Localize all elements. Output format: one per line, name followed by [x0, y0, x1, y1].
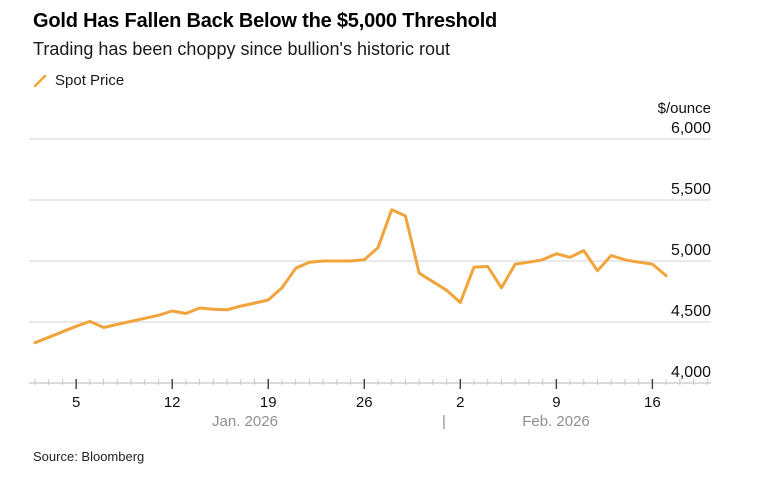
source-attribution: Source: Bloomberg [33, 449, 145, 464]
month-label: Jan. 2026 [212, 413, 278, 430]
x-axis-tick-label: 16 [644, 394, 661, 411]
x-axis-tick-label: 26 [356, 394, 373, 411]
y-axis-unit-label: $/ounce [658, 100, 711, 117]
x-axis-tick-label: 9 [552, 394, 560, 411]
chart-subtitle: Trading has been choppy since bullion's … [33, 39, 451, 59]
spot-price-line [33, 208, 668, 345]
y-axis-tick-label: 4,000 [671, 364, 711, 381]
month-label: Feb. 2026 [522, 413, 590, 430]
x-axis-tick-label: 12 [164, 394, 181, 411]
month-separator: | [442, 413, 446, 430]
chart-title: Gold Has Fallen Back Below the $5,000 Th… [33, 10, 498, 32]
y-axis-tick-label: 5,500 [671, 181, 711, 198]
x-axis-tick-label: 2 [456, 394, 464, 411]
x-axis-tick-label: 5 [72, 394, 80, 411]
y-axis-tick-label: 4,500 [671, 303, 711, 320]
x-axis-tick-label: 19 [260, 394, 277, 411]
legend: Spot Price [33, 72, 124, 89]
y-axis-tick-label: 6,000 [671, 120, 711, 137]
spot-price-line-icon [33, 74, 47, 87]
legend-item-spot-price: Spot Price [55, 72, 125, 89]
y-axis-tick-label: 5,000 [671, 242, 711, 259]
